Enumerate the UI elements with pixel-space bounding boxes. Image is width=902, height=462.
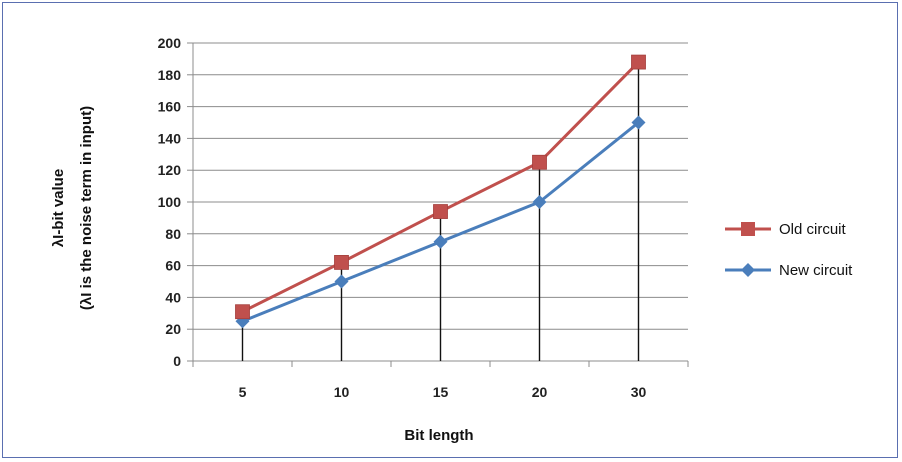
y-tick-label: 80 — [165, 226, 181, 242]
y-axis-title-sub: (λI is the noise term in input) — [78, 106, 95, 310]
series-group — [235, 54, 646, 329]
y-tick-label: 120 — [158, 162, 182, 178]
data-point-old-circuit — [235, 304, 250, 320]
legend-label-new-circuit: New circuit — [779, 262, 853, 279]
data-point-old-circuit — [334, 255, 349, 270]
y-tick-label: 140 — [158, 130, 182, 146]
y-tick-label: 180 — [158, 67, 182, 83]
y-tick-label: 100 — [158, 194, 182, 210]
data-point-new-circuit — [433, 234, 448, 249]
x-tick-label: 10 — [334, 384, 350, 400]
y-tick-label: 60 — [165, 258, 181, 274]
legend-marker-new-circuit — [741, 263, 755, 277]
data-point-new-circuit — [532, 195, 547, 209]
legend: Old circuit New circuit — [725, 221, 853, 279]
x-tick-label: 15 — [433, 384, 449, 400]
x-tick-label: 5 — [239, 384, 247, 400]
y-tick-labels: 0 20 40 60 80 100 120 140 160 180 200 — [158, 35, 182, 369]
x-axis-title: Bit length — [404, 427, 473, 444]
data-point-new-circuit — [334, 274, 349, 289]
line-chart: 0 20 40 60 80 100 120 140 160 180 200 5 10 15 20 30 Bi… — [50, 35, 853, 444]
y-tick-label: 0 — [173, 353, 181, 369]
x-tick-label: 20 — [532, 384, 548, 400]
y-tick-label: 160 — [158, 99, 182, 115]
x-tick-label: 30 — [631, 384, 647, 400]
y-tick-label: 20 — [165, 321, 181, 337]
x-tick-labels: 5 10 15 20 30 — [239, 384, 647, 400]
legend-marker-old-circuit — [741, 222, 755, 236]
y-axis-title: λI-bit value (λI is the noise term in in… — [50, 106, 95, 310]
data-point-old-circuit — [532, 154, 547, 170]
y-tick-label: 200 — [158, 35, 182, 51]
data-point-old-circuit — [433, 204, 448, 219]
y-tick-label: 40 — [165, 289, 181, 305]
legend-label-old-circuit: Old circuit — [779, 221, 847, 238]
y-axis-title-main: λI-bit value — [50, 169, 67, 247]
data-point-new-circuit — [631, 115, 646, 130]
data-point-old-circuit — [631, 54, 646, 70]
